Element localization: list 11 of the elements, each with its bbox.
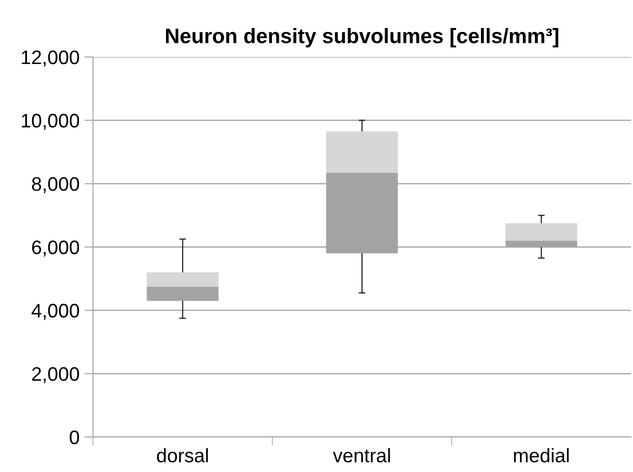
y-tick-label: 10,000 — [22, 114, 80, 130]
y-tick-label: 8,000 — [32, 177, 80, 194]
x-tick-label: medial — [514, 448, 569, 462]
chart-title: Neuron density subvolumes [cells/mm³] — [166, 28, 558, 48]
y-tick-label: 4,000 — [32, 304, 80, 320]
y-tick-label: 12,000 — [22, 50, 80, 67]
y-tick-label: 0 — [70, 430, 80, 444]
y-tick-label: 6,000 — [32, 240, 80, 257]
x-tick-label: dorsal — [157, 448, 208, 462]
x-tick-label: ventral — [332, 448, 390, 462]
y-tick-label: 2,000 — [32, 367, 80, 384]
